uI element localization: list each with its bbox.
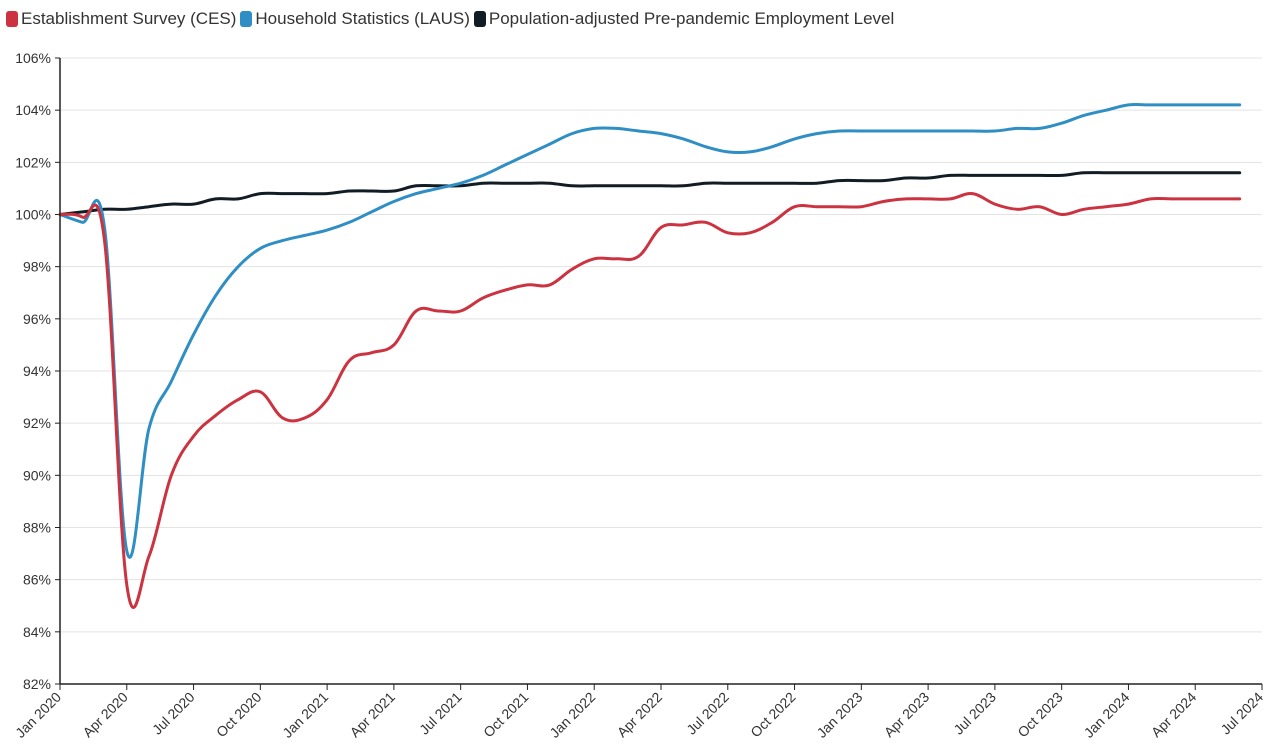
y-tick-label: 92% xyxy=(23,415,51,431)
y-tick-label: 104% xyxy=(15,102,51,118)
legend: Establishment Survey (CES) Household Sta… xyxy=(6,9,894,29)
x-tick-label: Jan 2024 xyxy=(1081,689,1133,741)
x-tick-label: Apr 2020 xyxy=(79,689,131,741)
y-axis-ticks: 82% 84% 86% 88% 90% 92% 94% 96% 98% 100% 102% 104% 1… xyxy=(15,50,60,692)
x-tick-label: Apr 2023 xyxy=(881,689,933,741)
y-tick-label: 102% xyxy=(15,154,51,170)
x-tick-label: Jul 2023 xyxy=(950,689,999,738)
grid-lines xyxy=(60,57,1262,633)
x-tick-label: Oct 2020 xyxy=(213,689,265,741)
y-tick-label: 100% xyxy=(15,207,51,223)
y-tick-label: 90% xyxy=(23,467,51,483)
x-tick-label: Jul 2022 xyxy=(683,689,732,738)
x-tick-label: Oct 2022 xyxy=(747,689,799,741)
legend-swatch-ces xyxy=(6,11,18,27)
legend-swatch-prepandemic xyxy=(473,11,486,27)
x-tick-label: Jul 2021 xyxy=(416,689,465,738)
series-line-ces xyxy=(58,192,1242,609)
y-tick-label: 86% xyxy=(23,572,51,588)
y-tick-label: 96% xyxy=(23,311,51,327)
legend-item-ces[interactable]: Establishment Survey (CES) xyxy=(6,9,236,29)
x-tick-label: Jan 2023 xyxy=(813,689,865,741)
x-tick-label: Apr 2022 xyxy=(614,689,666,741)
series-lines xyxy=(58,103,1242,609)
series-line-prepandemic xyxy=(58,171,1242,216)
x-tick-label: Oct 2023 xyxy=(1014,689,1066,741)
y-tick-label: 98% xyxy=(23,259,51,275)
legend-item-prepandemic[interactable]: Population-adjusted Pre-pandemic Employm… xyxy=(473,9,895,29)
y-tick-label: 88% xyxy=(23,520,51,536)
x-tick-label: Jan 2022 xyxy=(546,689,598,741)
legend-label-ces: Establishment Survey (CES) xyxy=(21,9,237,28)
x-tick-label: Oct 2021 xyxy=(480,689,532,741)
x-tick-label: Jul 2024 xyxy=(1217,689,1266,738)
legend-label-prepandemic: Population-adjusted Pre-pandemic Employm… xyxy=(488,9,895,28)
x-tick-label: Jan 2021 xyxy=(279,689,331,741)
x-tick-label: Apr 2021 xyxy=(347,689,399,741)
series-line-laus xyxy=(58,103,1242,559)
x-tick-label: Apr 2024 xyxy=(1148,689,1200,741)
legend-label-laus: Household Statistics (LAUS) xyxy=(255,9,470,28)
y-tick-label: 84% xyxy=(23,624,51,640)
legend-swatch-laus xyxy=(240,11,253,27)
y-tick-label: 106% xyxy=(15,50,51,66)
y-tick-label: 82% xyxy=(23,676,51,692)
x-tick-label: Jan 2020 xyxy=(12,689,64,741)
legend-item-laus[interactable]: Household Statistics (LAUS) xyxy=(240,9,470,29)
y-tick-label: 94% xyxy=(23,363,51,379)
x-tick-label: Jul 2020 xyxy=(149,689,198,738)
x-axis-ticks: Jan 2020 Apr 2020 Jul 2020 Oct 2020 Jan 2021… xyxy=(12,684,1266,741)
